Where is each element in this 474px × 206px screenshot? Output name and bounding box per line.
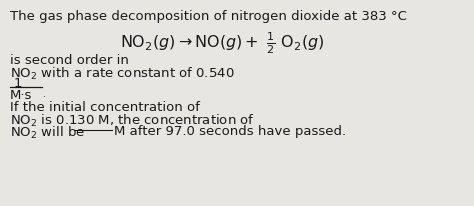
Text: ·: · <box>43 92 46 102</box>
Text: 1: 1 <box>14 77 22 90</box>
Text: The gas phase decomposition of nitrogen dioxide at 383 °C: The gas phase decomposition of nitrogen … <box>10 10 407 23</box>
Text: $\mathrm{NO_2}$ will be: $\mathrm{NO_2}$ will be <box>10 124 85 140</box>
Text: M·s: M·s <box>10 89 32 102</box>
Text: is second order in: is second order in <box>10 54 129 67</box>
Text: M after 97.0 seconds have passed.: M after 97.0 seconds have passed. <box>114 124 346 137</box>
Text: If the initial concentration of: If the initial concentration of <box>10 101 200 114</box>
Text: $\mathrm{NO_2}(g) \rightarrow \mathrm{NO}(g)+\ \frac{1}{2}\ \mathrm{O_2}(g)$: $\mathrm{NO_2}(g) \rightarrow \mathrm{NO… <box>120 30 325 56</box>
Text: $\mathrm{NO_2}$ is 0.130 M, the concentration of: $\mathrm{NO_2}$ is 0.130 M, the concentr… <box>10 112 255 129</box>
Text: $\mathrm{NO_2}$ with a rate constant of 0.540: $\mathrm{NO_2}$ with a rate constant of … <box>10 66 235 82</box>
